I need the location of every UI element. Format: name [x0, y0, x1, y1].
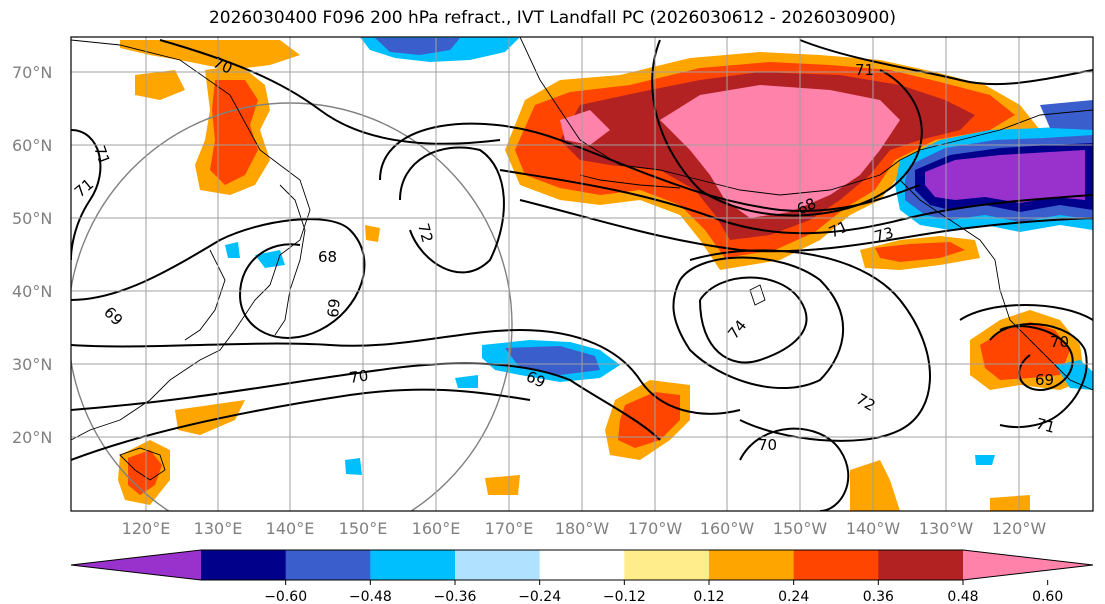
contour-label: 69: [324, 298, 344, 319]
map-title: 2026030400 F096 200 hPa refract., IVT La…: [208, 8, 896, 28]
lat-label: 70°N: [12, 63, 52, 82]
lon-label: 170°E: [485, 519, 534, 538]
lon-label: 170°W: [628, 519, 683, 538]
lon-label: 120°W: [992, 519, 1047, 538]
contour-label: 71: [1034, 414, 1057, 436]
latitude-labels: 70°N 60°N 50°N 40°N 30°N 20°N: [12, 63, 52, 447]
map-frame: [70, 36, 1094, 512]
lon-label: 130°E: [194, 519, 243, 538]
contour-label: 70: [758, 436, 777, 454]
lon-label: 180°W: [555, 519, 610, 538]
colorbar-tick-label: 0.36: [863, 589, 894, 604]
lon-label: 140°W: [846, 519, 901, 538]
colorbar-swatch: [285, 550, 371, 580]
colorbar-swatch: [370, 550, 456, 580]
longitude-labels: 120°E 130°E 140°E 150°E 160°E 170°E 180°…: [122, 519, 1047, 538]
graticule: [71, 37, 1093, 511]
lon-label: 130°W: [919, 519, 974, 538]
colorbar-swatch: [793, 550, 879, 580]
contour-label: 71: [855, 61, 874, 79]
lat-label: 30°N: [12, 355, 52, 374]
colorbar-tick-label: 0.60: [1032, 589, 1063, 604]
lon-label: 120°E: [122, 519, 171, 538]
lat-label: 60°N: [12, 136, 52, 155]
colorbar-swatch: [878, 550, 964, 580]
colorbar-tick-label: −0.48: [349, 589, 392, 604]
contour-label: 70: [348, 366, 369, 386]
contour-label: 70: [1050, 333, 1069, 351]
lon-label: 160°E: [412, 519, 461, 538]
colorbar-tick-label: −0.60: [264, 589, 307, 604]
lon-label: 140°E: [266, 519, 315, 538]
colorbar-swatch: [201, 550, 287, 580]
colorbar-extend-max: [963, 550, 1093, 580]
lat-label: 40°N: [12, 282, 52, 301]
lon-label: 160°W: [700, 519, 755, 538]
lat-label: 20°N: [12, 428, 52, 447]
coastlines: [71, 37, 1093, 481]
lon-label: 150°E: [339, 519, 388, 538]
colorbar-swatch: [624, 550, 710, 580]
colorbar-tick-label: −0.24: [518, 589, 561, 604]
colorbar-extend-min: [71, 550, 201, 580]
colorbar-tick-label: 0.12: [693, 589, 724, 604]
lat-label: 50°N: [12, 209, 52, 228]
contour-label: 72: [414, 221, 436, 244]
colorbar-swatch: [455, 550, 541, 580]
colorbar: −0.60 −0.48 −0.36 −0.24 −0.12 0.12 0.24 0.36 0.4…: [70, 549, 1094, 604]
colorbar-tick-label: 0.48: [947, 589, 978, 604]
colorbar-tick-label: −0.12: [603, 589, 646, 604]
colorbar-swatch: [709, 550, 795, 580]
colorbar-outline: [70, 549, 1094, 581]
colorbar-swatch: [539, 550, 625, 580]
colorbar-tick-label: 0.24: [778, 589, 809, 604]
contour-label: 71: [90, 143, 113, 167]
refractivity-shading: [118, 37, 1093, 511]
contour-label: 68: [318, 248, 337, 266]
colorbar-tick-label: −0.36: [434, 589, 477, 604]
contour-label: 73: [872, 224, 895, 246]
contour-label: 69: [1035, 371, 1054, 389]
lon-label: 150°W: [773, 519, 828, 538]
